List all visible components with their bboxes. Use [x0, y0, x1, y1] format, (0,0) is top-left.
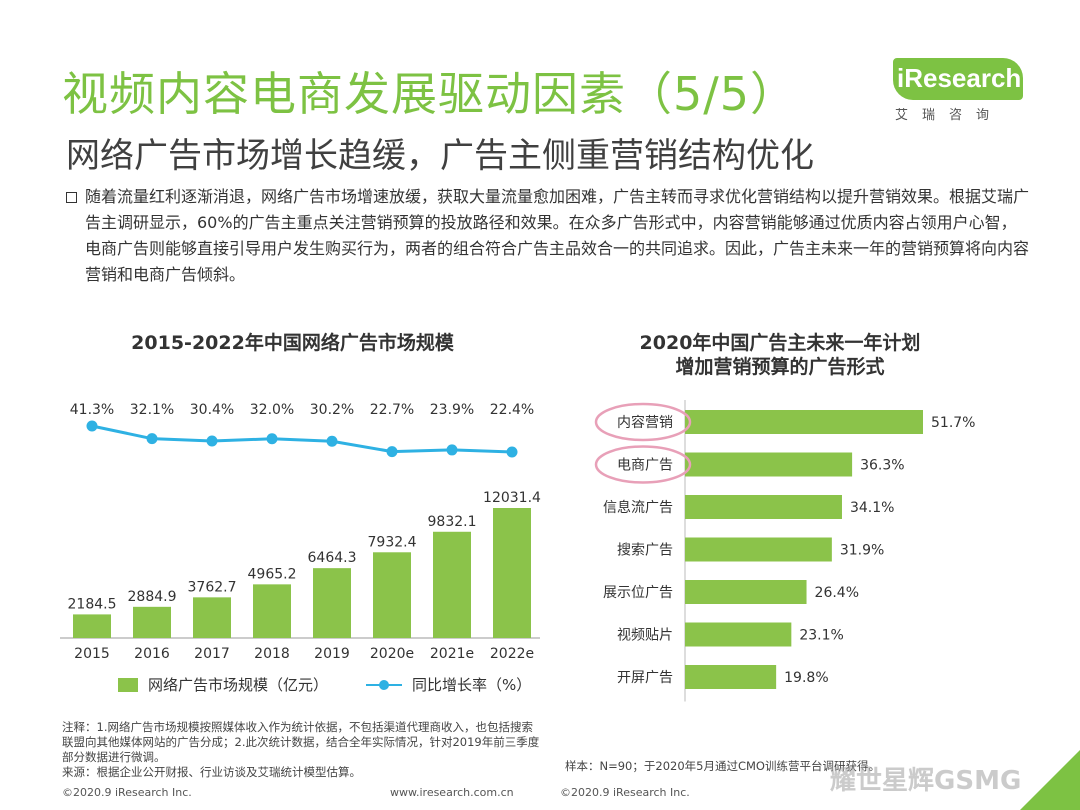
growth-point — [326, 435, 338, 447]
budget-chart-title-line2: 增加营销预算的广告形式 — [675, 356, 885, 378]
growth-label: 32.0% — [250, 402, 294, 418]
bar — [433, 531, 471, 638]
category-label: 视频贴片 — [617, 628, 673, 644]
bar-value-label: 9832.1 — [428, 514, 477, 530]
category-label: 内容营销 — [617, 414, 673, 431]
highlight-ellipse — [594, 402, 692, 442]
bar-value-label: 26.4% — [815, 585, 859, 601]
category-label: 电商广告 — [617, 458, 673, 474]
watermark: 耀世星辉GSMG — [830, 766, 1022, 796]
bar — [133, 606, 171, 638]
bar-value-label: 6464.3 — [308, 550, 357, 566]
growth-label: 32.1% — [130, 402, 174, 418]
page-title: 视频内容电商发展驱动因素（5/5） — [62, 67, 798, 121]
growth-point — [146, 433, 158, 445]
bar-value-label: 19.8% — [784, 670, 828, 686]
corner-decoration — [1020, 750, 1080, 810]
legend-line-swatch — [366, 679, 403, 691]
bar-value-label: 3762.7 — [188, 579, 237, 595]
bar-value-label: 4965.2 — [248, 566, 297, 582]
bullet-icon — [66, 192, 77, 203]
bar-value-label: 51.7% — [931, 415, 975, 431]
bar — [73, 614, 111, 638]
x-tick-label: 2019 — [314, 646, 350, 662]
category-label: 信息流广告 — [603, 499, 673, 516]
market-size-chart: 2184.5 2015 2884.9 2016 3762.7 2017 4965.2 2018… — [60, 402, 541, 662]
budget-chart: 内容营销 51.7% 电商广告 36.3% 信息流广告 34.1% 搜索广告 31.9% 展示位… — [594, 400, 975, 702]
bar-value-label: 2884.9 — [128, 589, 177, 605]
iresearch-logo: iResearch 艾瑞咨询 — [893, 58, 1033, 128]
x-tick-label: 2017 — [194, 646, 230, 662]
category-label: 开屏广告 — [617, 670, 673, 686]
growth-label: 22.4% — [490, 402, 534, 418]
legend-bar-label: 网络广告市场规模（亿元） — [148, 676, 329, 694]
bar-value-label: 2184.5 — [68, 596, 117, 612]
highlight-ellipse — [594, 445, 692, 484]
footer-website: www.iresearch.com.cn — [390, 786, 514, 799]
bar — [685, 665, 777, 689]
bar-value-label: 36.3% — [860, 458, 904, 474]
legend-bar-swatch — [118, 677, 138, 692]
bar-value-label: 34.1% — [850, 500, 894, 516]
growth-point — [446, 444, 458, 456]
bar-value-label: 7932.4 — [368, 534, 417, 550]
bar — [685, 495, 842, 519]
category-label: 展示位广告 — [603, 585, 673, 601]
bar — [685, 410, 923, 434]
bar — [685, 580, 807, 604]
growth-label: 22.7% — [370, 402, 414, 418]
x-tick-label: 2015 — [74, 646, 110, 662]
growth-label: 30.4% — [190, 402, 234, 418]
growth-line — [91, 424, 513, 454]
sample-note: 样本：N=90；于2020年5月通过CMO训练营平台调研获得。 — [565, 759, 880, 773]
x-tick-label: 2018 — [254, 646, 290, 662]
source-text: 来源：根据企业公开财报、行业访谈及艾瑞统计模型估算。 — [62, 765, 361, 779]
bar — [493, 508, 531, 638]
bar — [373, 552, 411, 638]
bar-value-label: 23.1% — [799, 628, 843, 644]
note-text: 注释：1.网络广告市场规模按照媒体收入作为统计依据，不包括渠道代理商收入，也包括… — [62, 720, 540, 764]
bar — [685, 537, 832, 562]
market-size-legend: 网络广告市场规模（亿元） 同比增长率（%） — [118, 674, 531, 695]
bar — [313, 568, 351, 638]
logo-cn-text: 艾瑞咨询 — [895, 108, 1004, 123]
logo-badge — [893, 58, 1023, 100]
body-paragraph: 随着流量红利逐渐消退，网络广告市场增速放缓，获取大量流量愈加困难，广告主转而寻求… — [85, 187, 1030, 284]
chart-note: 注释：1.网络广告市场规模按照媒体收入作为统计依据，不包括渠道代理商收入，也包括… — [62, 720, 542, 780]
bar — [685, 622, 792, 647]
footer-copyright-right: ©2020.9 iResearch Inc. — [560, 786, 690, 799]
bar-value-label: 31.9% — [840, 543, 884, 559]
legend-line-label: 同比增长率（%） — [412, 676, 532, 694]
growth-point — [206, 435, 218, 447]
x-tick-label: 2016 — [134, 646, 170, 662]
bar — [685, 452, 853, 477]
bar-value-label: 12031.4 — [483, 490, 541, 506]
page-subtitle: 网络广告市场增长趋缓，广告主侧重营销结构优化 — [66, 136, 814, 176]
market-size-chart-title: 2015-2022年中国网络广告市场规模 — [131, 332, 454, 354]
x-tick-label: 2021e — [430, 646, 474, 662]
growth-label: 41.3% — [70, 402, 114, 418]
x-tick-label: 2022e — [490, 646, 534, 662]
bar — [253, 584, 291, 638]
x-tick-label: 2020e — [370, 646, 414, 662]
growth-point — [386, 446, 398, 458]
logo-text: iResearch — [897, 63, 1022, 93]
footer-copyright-left: ©2020.9 iResearch Inc. — [62, 786, 192, 799]
growth-label: 23.9% — [430, 402, 474, 418]
bar — [193, 597, 231, 638]
growth-point — [506, 446, 518, 458]
growth-point — [266, 433, 278, 445]
growth-point — [86, 420, 98, 432]
growth-label: 30.2% — [310, 402, 354, 418]
budget-chart-title-line1: 2020年中国广告主未来一年计划 — [639, 332, 921, 354]
category-label: 搜索广告 — [617, 542, 673, 559]
